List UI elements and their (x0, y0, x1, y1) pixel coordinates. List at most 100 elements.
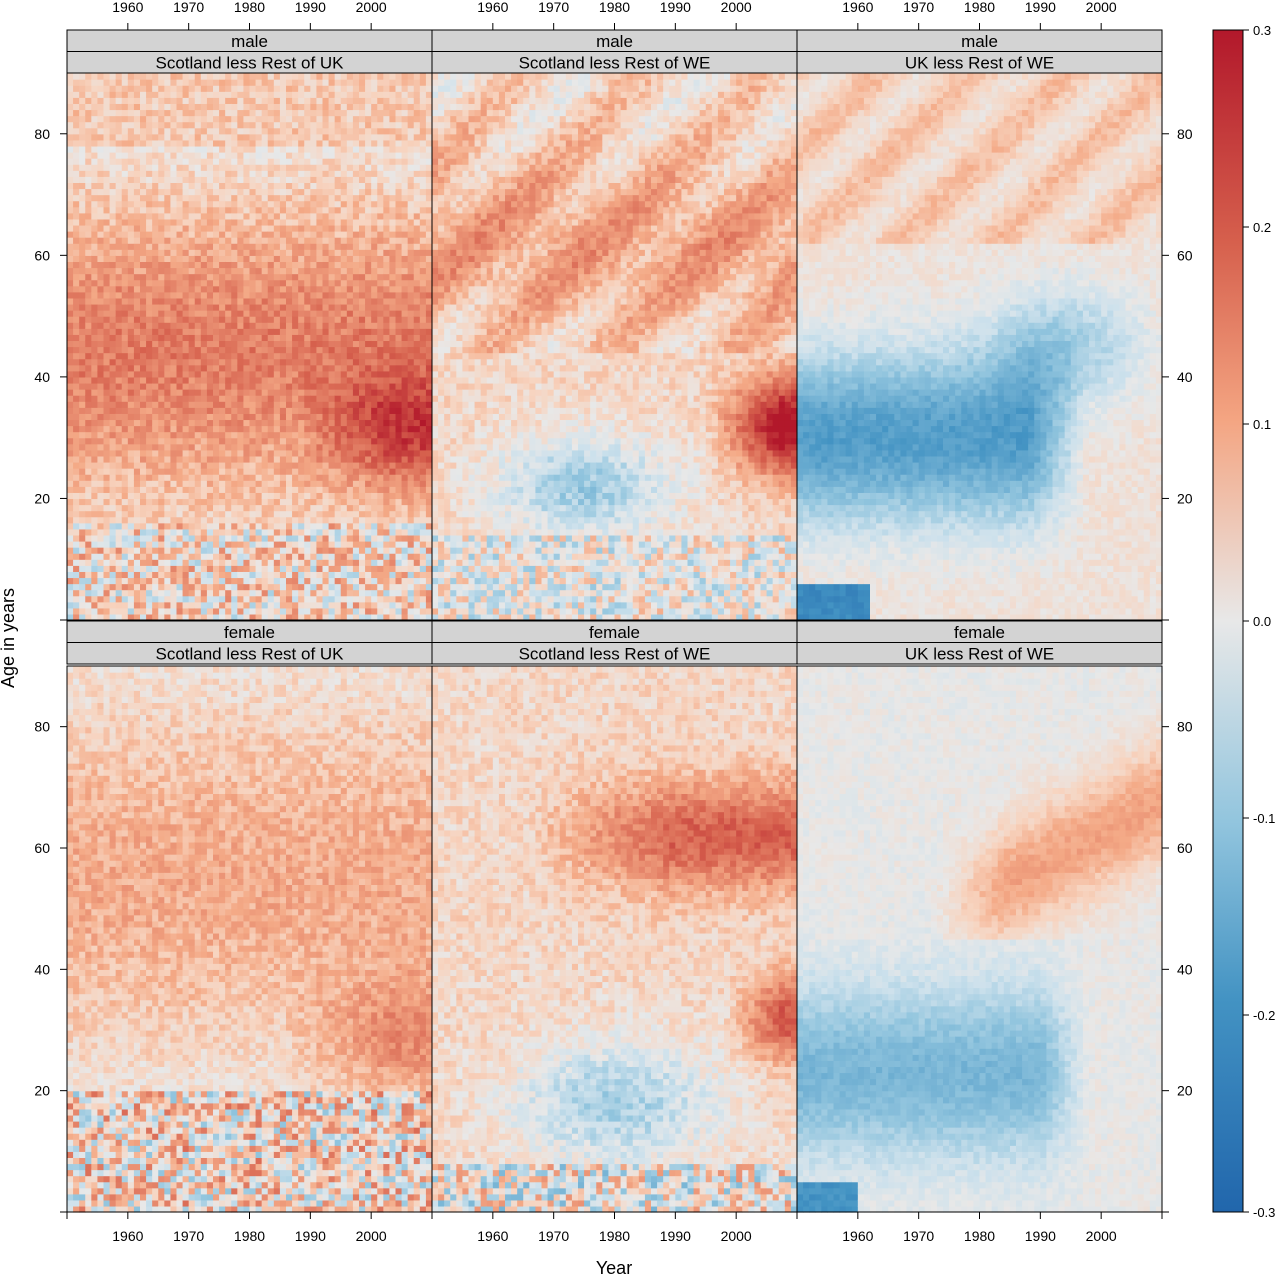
heatmap-cell (146, 261, 153, 268)
heatmap-cell (396, 419, 403, 426)
heatmap-cell (79, 426, 86, 433)
heatmap-cell (122, 225, 129, 232)
heatmap-cell (292, 608, 299, 615)
heatmap-cell (201, 164, 208, 171)
heatmap-cell (402, 486, 409, 493)
heatmap-cell (262, 170, 269, 177)
heatmap-cell (134, 383, 141, 390)
heatmap-cell (158, 353, 165, 360)
heatmap-cell (91, 195, 98, 202)
heatmap-cell (79, 602, 86, 609)
heatmap-cell (347, 571, 354, 578)
heatmap-cell (213, 286, 220, 293)
heatmap-cell (146, 444, 153, 451)
heatmap-cell (67, 231, 74, 238)
heatmap-cell (298, 146, 305, 153)
heatmap-cell (104, 255, 111, 262)
heatmap-cell (140, 584, 147, 591)
heatmap-cell (262, 608, 269, 615)
heatmap-cell (371, 608, 378, 615)
heatmap-cell (116, 462, 123, 469)
heatmap-cell (304, 559, 311, 566)
heatmap-cell (389, 182, 396, 189)
heatmap-cell (347, 426, 354, 433)
heatmap-cell (243, 444, 250, 451)
heatmap-cell (128, 188, 135, 195)
heatmap-cell (146, 207, 153, 214)
heatmap-cell (201, 152, 208, 159)
heatmap-cell (85, 116, 92, 123)
heatmap-cell (122, 158, 129, 165)
heatmap-cell (97, 492, 104, 499)
heatmap-cell (195, 334, 202, 341)
heatmap-cell (73, 304, 80, 311)
heatmap-cell (243, 231, 250, 238)
heatmap-cell (304, 407, 311, 414)
heatmap-cell (73, 146, 80, 153)
heatmap-cell (316, 122, 323, 129)
heatmap-cell (353, 401, 360, 408)
heatmap-cell (140, 486, 147, 493)
heatmap-cell (396, 280, 403, 287)
heatmap-cell (104, 213, 111, 220)
heatmap-cell (140, 541, 147, 548)
heatmap-cell (359, 577, 366, 584)
heatmap-cell (243, 146, 250, 153)
heatmap-cell (292, 389, 299, 396)
heatmap-cell (365, 347, 372, 354)
heatmap-cell (329, 553, 336, 560)
heatmap-cell (377, 322, 384, 329)
heatmap-cell (323, 577, 330, 584)
heatmap-cell (104, 359, 111, 366)
heatmap-cell (371, 97, 378, 104)
heatmap-cell (67, 347, 74, 354)
heatmap-cell (389, 286, 396, 293)
heatmap-cell (91, 316, 98, 323)
heatmap-cell (183, 91, 190, 98)
heatmap-cell (286, 365, 293, 372)
heatmap-cell (170, 158, 177, 165)
heatmap-cell (262, 389, 269, 396)
heatmap-cell (225, 97, 232, 104)
heatmap-cell (110, 468, 117, 475)
heatmap-cell (189, 231, 196, 238)
heatmap-cell (286, 292, 293, 299)
heatmap-cell (164, 590, 171, 597)
heatmap-cell (134, 486, 141, 493)
heatmap-cell (128, 523, 135, 530)
heatmap-cell (213, 237, 220, 244)
heatmap-cell (158, 316, 165, 323)
heatmap-cell (262, 195, 269, 202)
heatmap-cell (158, 170, 165, 177)
heatmap-cell (323, 237, 330, 244)
heatmap-cell (134, 304, 141, 311)
heatmap-cell (274, 383, 281, 390)
heatmap-cell (371, 201, 378, 208)
heatmap-cell (231, 353, 238, 360)
heatmap-cell (396, 85, 403, 92)
heatmap-cell (353, 195, 360, 202)
heatmap-cell (134, 541, 141, 548)
heatmap-cell (195, 359, 202, 366)
heatmap-cell (347, 85, 354, 92)
heatmap-cell (177, 602, 184, 609)
heatmap-cell (389, 419, 396, 426)
heatmap-cell (140, 261, 147, 268)
heatmap-cell (79, 292, 86, 299)
heatmap-cell (91, 286, 98, 293)
heatmap-cell (323, 468, 330, 475)
heatmap-cell (298, 426, 305, 433)
heatmap-cell (213, 505, 220, 512)
heatmap-cell (341, 109, 348, 116)
heatmap-cell (189, 474, 196, 481)
heatmap-cell (292, 535, 299, 542)
heatmap-cell (158, 602, 165, 609)
heatmap-cell (79, 577, 86, 584)
heatmap-cell (243, 340, 250, 347)
heatmap-cell (256, 498, 263, 505)
heatmap-cell (310, 365, 317, 372)
heatmap-cell (347, 590, 354, 597)
heatmap-cell (377, 407, 384, 414)
heatmap-cell (365, 608, 372, 615)
heatmap-cell (97, 188, 104, 195)
